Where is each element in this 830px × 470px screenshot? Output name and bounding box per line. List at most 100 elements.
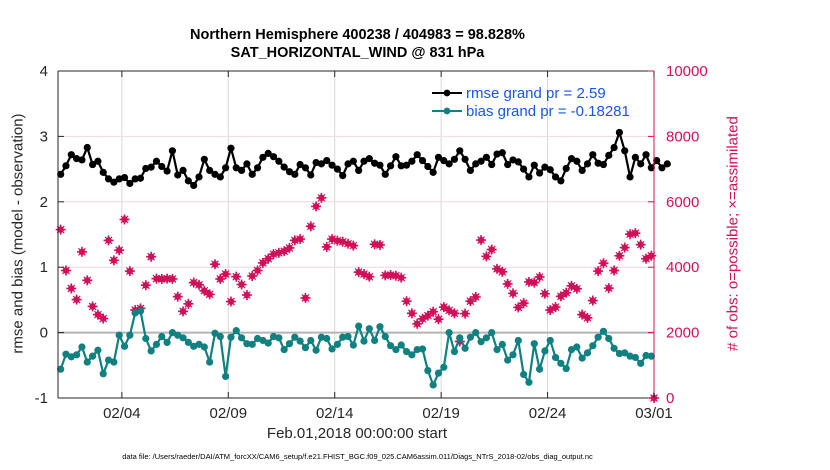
rmse-point — [386, 162, 395, 170]
rmse-point — [264, 149, 272, 158]
rmse-point — [333, 165, 341, 173]
rmse-point — [461, 155, 469, 163]
obs-count-marker — [603, 283, 614, 294]
bias-point — [344, 332, 352, 341]
chart-subtitle: SAT_HORIZONTAL_WIND @ 831 hPa — [230, 45, 485, 61]
obs-count-marker — [529, 277, 540, 288]
rmse-point — [589, 151, 597, 159]
rmse-point — [402, 161, 411, 169]
bias-point — [434, 369, 443, 377]
bias-point — [514, 336, 522, 345]
bias-point — [482, 334, 490, 342]
bias-point — [275, 334, 283, 342]
bias-point — [546, 336, 554, 345]
y-axis-label-right: # of obs: o=possible; ×=assimilated — [724, 116, 742, 351]
obs-count-marker — [374, 239, 385, 250]
obs-count-marker — [220, 269, 231, 280]
rmse-point — [163, 167, 171, 175]
obs-count-marker — [486, 244, 497, 255]
y-tick-label-left: 4 — [40, 63, 48, 80]
rmse-point — [418, 156, 427, 165]
bias-point — [525, 378, 533, 386]
obs-count-marker — [401, 296, 412, 307]
bias-point — [115, 331, 123, 339]
obs-count-marker — [151, 273, 162, 284]
rmse-point — [211, 170, 219, 178]
rmse-point — [535, 169, 544, 177]
rmse-point — [466, 166, 475, 175]
rmse-point — [583, 160, 592, 168]
rmse-point — [631, 153, 639, 161]
x-tick-label: 02/04 — [103, 405, 141, 422]
bias-point — [62, 350, 70, 358]
rmse-point — [237, 166, 246, 175]
rmse-point — [349, 157, 357, 165]
obs-count-marker — [66, 283, 77, 294]
obs-count-marker — [231, 271, 242, 282]
rmse-point — [355, 166, 363, 175]
obs-count-marker — [103, 235, 114, 246]
obs-count-marker — [534, 272, 545, 283]
y-tick-label-right: 6000 — [666, 194, 699, 211]
bias-point — [376, 323, 384, 331]
obs-count-marker — [183, 298, 194, 309]
rmse-point — [67, 151, 75, 159]
obs-count-marker — [646, 250, 657, 261]
y-tick-label-right: 2000 — [666, 325, 699, 342]
axes — [57, 70, 655, 399]
bias-point — [567, 346, 576, 354]
obs-count-marker — [406, 308, 417, 319]
bias-point — [642, 351, 650, 360]
bias-point — [386, 342, 395, 350]
obs-count-marker — [252, 265, 263, 276]
obs-count-marker — [321, 241, 332, 252]
obs-count-marker — [348, 240, 359, 251]
x-tick-label: 02/19 — [422, 405, 460, 422]
bias-point — [237, 334, 246, 342]
bias-point — [88, 352, 97, 360]
bias-point — [647, 352, 655, 360]
obs-count-marker — [241, 289, 252, 300]
rmse-point — [408, 157, 416, 165]
bias-point — [397, 341, 405, 349]
obs-count-marker — [199, 285, 210, 296]
obs-count-marker — [619, 242, 630, 253]
bias-point — [504, 356, 512, 364]
rmse-point — [610, 143, 618, 152]
bias-point — [371, 336, 379, 345]
bias-point — [158, 332, 166, 341]
rmse-point — [259, 153, 267, 161]
rmse-point — [429, 168, 437, 176]
obs-count-marker — [247, 271, 258, 282]
obs-count-marker — [550, 302, 561, 313]
rmse-point — [605, 151, 613, 159]
bias-point — [99, 370, 107, 378]
bias-point — [285, 340, 294, 348]
obs-count-marker — [295, 234, 306, 245]
obs-count-marker — [571, 283, 582, 294]
rmse-point — [434, 153, 443, 161]
rmse-point — [248, 170, 256, 178]
rmse-point — [275, 157, 283, 165]
rmse-point — [291, 170, 299, 178]
bias-point — [349, 341, 357, 349]
bias-point — [450, 347, 459, 356]
y-tick-label-left: 1 — [40, 259, 48, 276]
obs-count-marker — [257, 257, 268, 268]
rmse-point — [147, 163, 155, 171]
bias-point — [461, 344, 469, 352]
rmse-point — [110, 178, 118, 186]
bias-point — [578, 354, 586, 362]
rmse-point — [184, 177, 192, 185]
rmse-point — [301, 164, 310, 172]
obs-count-marker — [614, 250, 625, 261]
rmse-point — [647, 164, 655, 172]
obs-count-marker — [513, 302, 524, 313]
bias-point — [136, 307, 145, 315]
bias-line — [59, 309, 652, 387]
bias-point — [488, 329, 496, 337]
obs-count-marker — [215, 273, 226, 284]
rmse-point — [530, 161, 538, 169]
bias-point — [120, 342, 129, 350]
rmse-point — [551, 173, 560, 181]
